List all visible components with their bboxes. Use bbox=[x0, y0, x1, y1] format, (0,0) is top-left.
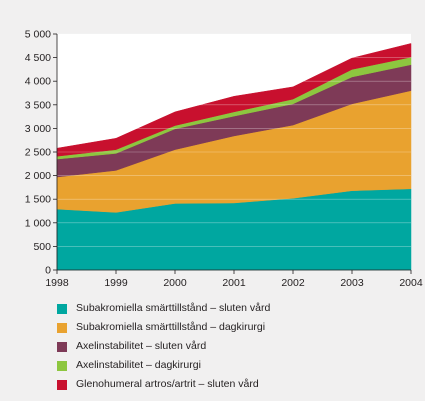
y-tick-label: 3 000 bbox=[25, 123, 51, 135]
y-tick-label: 500 bbox=[33, 241, 51, 253]
y-tick-label: 2 500 bbox=[25, 147, 51, 159]
legend-item: Subakromiella smärttillstånd – sluten vå… bbox=[57, 299, 270, 318]
y-tick-label: 0 bbox=[45, 265, 51, 277]
legend-item: Axelinstabilitet – sluten vård bbox=[57, 337, 270, 356]
y-tick-label: 5 000 bbox=[25, 29, 51, 41]
x-tick-label: 1998 bbox=[45, 277, 69, 289]
y-tick-label: 4 000 bbox=[25, 76, 51, 88]
legend-label: Axelinstabilitet – sluten vård bbox=[76, 340, 207, 352]
x-tick-label: 2003 bbox=[340, 277, 364, 289]
x-tick-label: 2000 bbox=[163, 277, 187, 289]
legend-swatch bbox=[57, 379, 67, 390]
legend-swatch bbox=[57, 341, 67, 352]
legend-label: Subakromiella smärttillstånd – sluten vå… bbox=[76, 302, 271, 314]
legend-item: Glenohumeral artros/artrit – sluten vård bbox=[57, 375, 270, 394]
y-tick-label: 1 500 bbox=[25, 194, 51, 206]
legend-item: Subakromiella smärttillstånd – dagkirurg… bbox=[57, 318, 270, 337]
y-tick-label: 3 500 bbox=[25, 99, 51, 111]
legend-label: Glenohumeral artros/artrit – sluten vård bbox=[76, 378, 259, 390]
legend-swatch bbox=[57, 360, 67, 371]
legend-swatch bbox=[57, 303, 67, 314]
y-tick-label: 1 000 bbox=[25, 217, 51, 229]
area-series-5 bbox=[56, 43, 412, 157]
legend-label: Subakromiella smärttillstånd – dagkirurg… bbox=[76, 321, 266, 333]
legend-swatch bbox=[57, 322, 67, 333]
legend: Subakromiella smärttillstånd – sluten vå… bbox=[57, 299, 270, 394]
legend-label: Axelinstabilitet – dagkirurgi bbox=[76, 359, 201, 371]
y-tick-label: 4 500 bbox=[25, 52, 51, 64]
x-tick-label: 2004 bbox=[399, 277, 423, 289]
y-tick-label: 2 000 bbox=[25, 170, 51, 182]
x-tick-label: 2001 bbox=[222, 277, 246, 289]
legend-item: Axelinstabilitet – dagkirurgi bbox=[57, 356, 270, 375]
x-tick-label: 2002 bbox=[281, 277, 305, 289]
x-tick-label: 1999 bbox=[104, 277, 128, 289]
